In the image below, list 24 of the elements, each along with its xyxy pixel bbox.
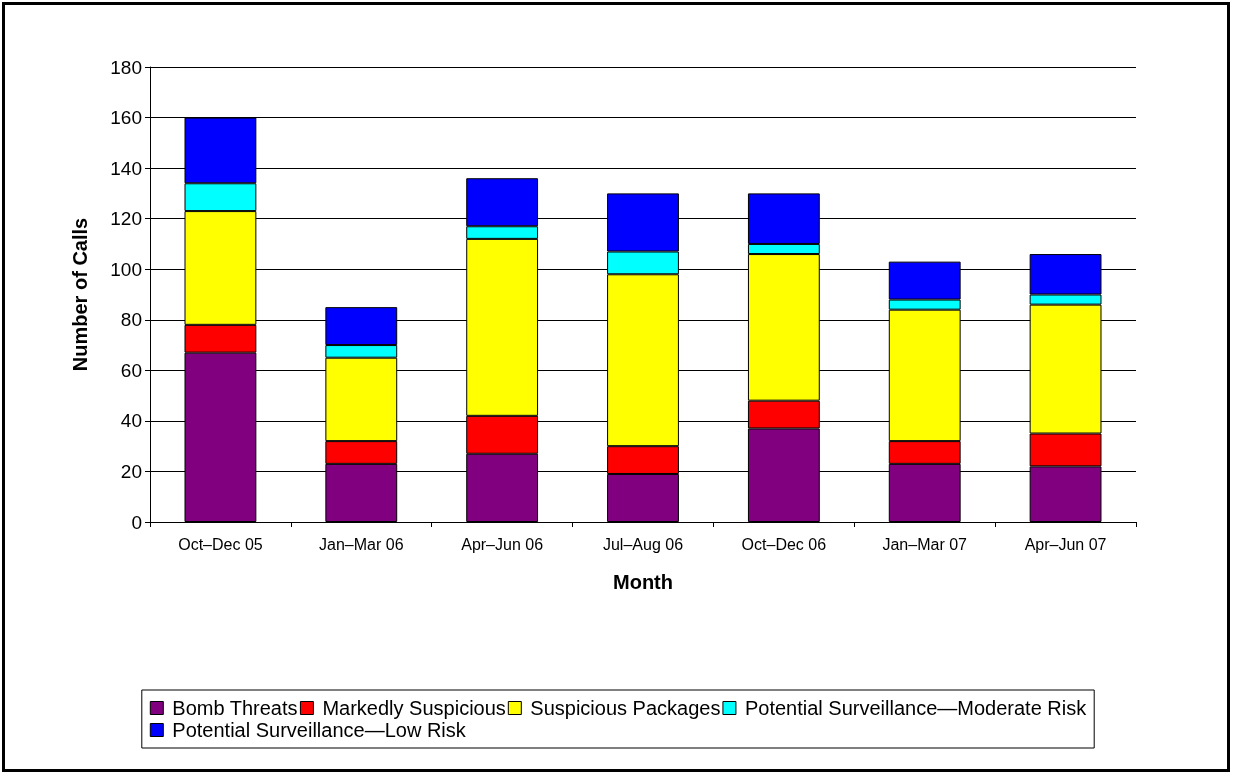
- y-tick-label: 60: [120, 359, 142, 381]
- x-tick-label: Apr–Jun 06: [461, 535, 544, 553]
- y-tick-label: 0: [131, 511, 142, 533]
- x-tick-label: Jul–Aug 06: [602, 535, 684, 553]
- y-tick-label: 80: [120, 309, 142, 331]
- y-tick-label: 20: [120, 460, 142, 482]
- y-tick-label: 160: [110, 107, 142, 129]
- y-tick-label: 100: [110, 258, 142, 280]
- legend-label: Bomb Threats: [172, 697, 298, 719]
- legend-label: Markedly Suspicious: [322, 697, 506, 719]
- y-tick-label: 40: [120, 410, 142, 432]
- x-tick-label: Apr–Jun 07: [1024, 535, 1107, 553]
- x-tick-label: Oct–Dec 06: [741, 535, 827, 553]
- y-axis-title: Number of Calls: [69, 217, 91, 372]
- legend-label: Suspicious Packages: [530, 697, 721, 719]
- y-tick-label: 140: [110, 157, 142, 179]
- x-tick-label: Oct–Dec 05: [178, 535, 263, 553]
- x-tick-label: Jan–Mar 07: [882, 535, 968, 553]
- x-tick-label: Jan–Mar 06: [319, 535, 404, 553]
- x-axis-title: Month: [613, 571, 673, 593]
- legend-label: Potential Surveillance—Low Risk: [172, 719, 467, 741]
- y-tick-label: 120: [110, 208, 142, 230]
- legend-label: Potential Surveillance—Moderate Risk: [744, 697, 1088, 719]
- y-tick-label: 180: [110, 56, 142, 78]
